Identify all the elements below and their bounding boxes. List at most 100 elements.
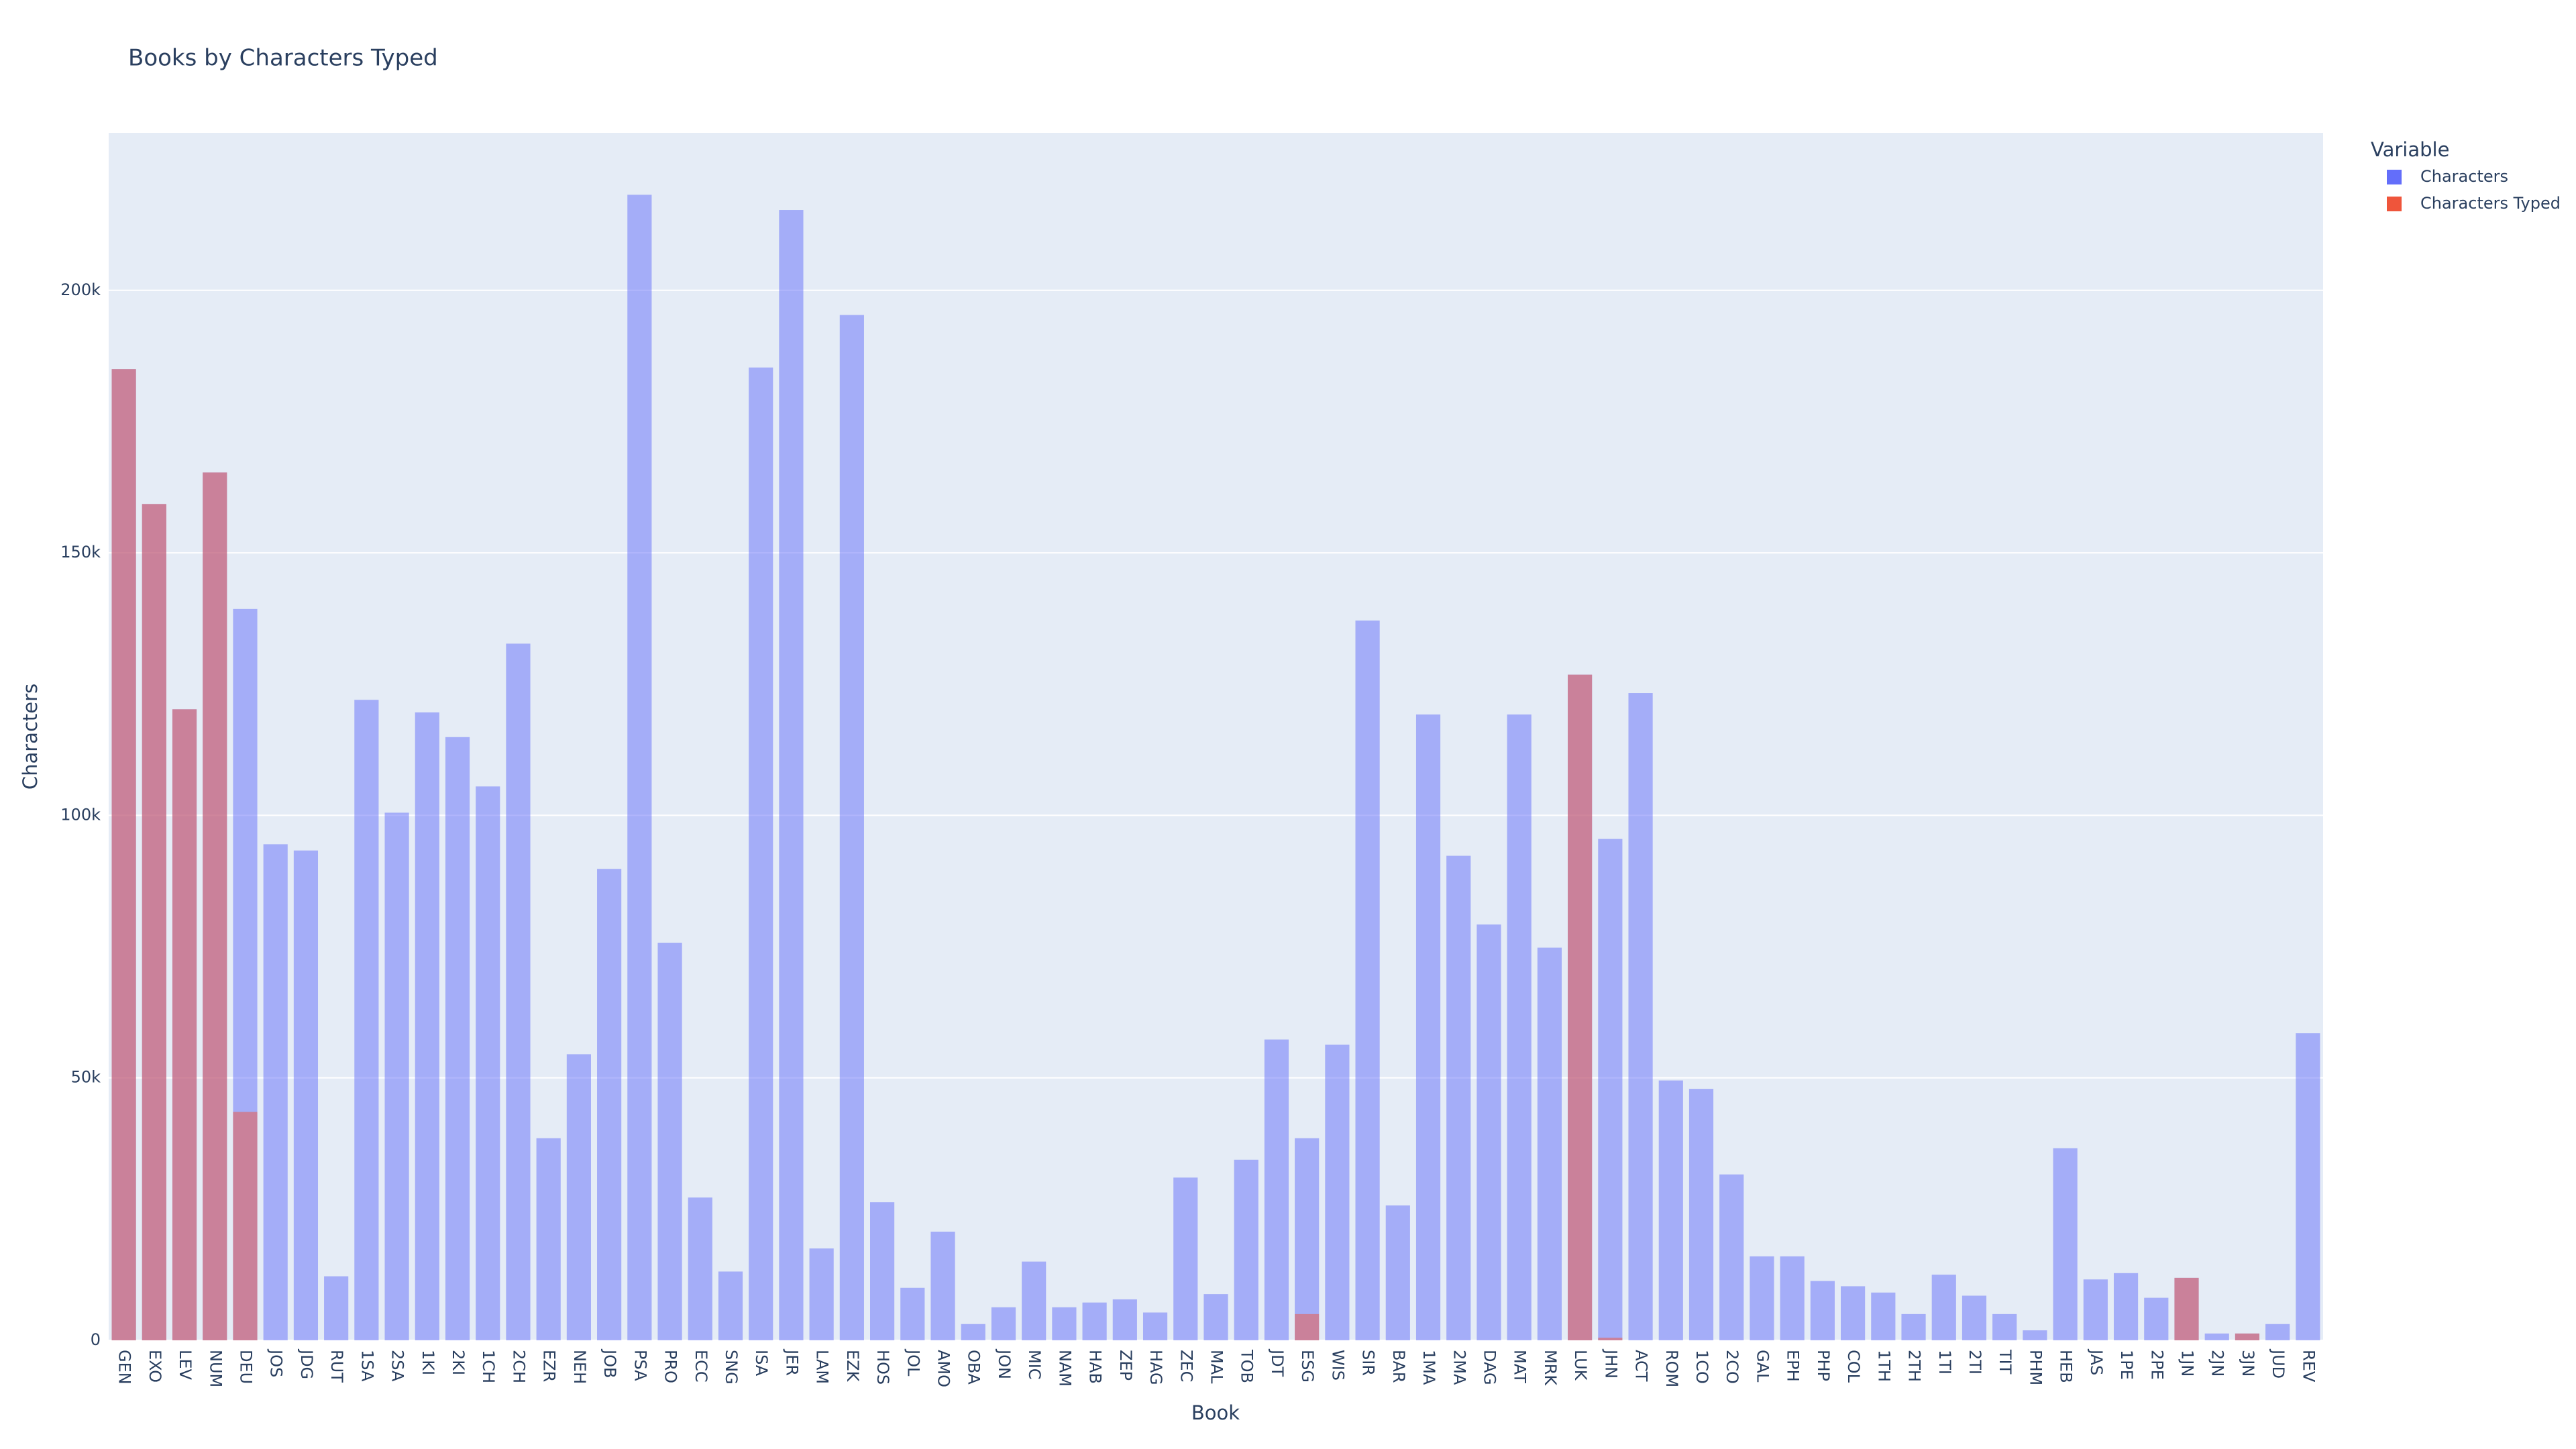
bar — [506, 643, 531, 1340]
x-tick-label: TIT — [1996, 1349, 2015, 1375]
x-tick-label: SIR — [1359, 1350, 1378, 1376]
x-tick-label: OBA — [965, 1350, 983, 1385]
x-tick-label: JON — [995, 1348, 1014, 1379]
bar — [1112, 1299, 1137, 1340]
y-axis-title: Characters — [19, 684, 42, 790]
bar — [1719, 1174, 1744, 1340]
bar — [1841, 1286, 1866, 1340]
bar — [2296, 1033, 2320, 1340]
x-tick-label: GEN — [115, 1350, 134, 1385]
x-tick-label: LUK — [1571, 1350, 1590, 1381]
bar — [233, 1112, 258, 1340]
bar — [1325, 1044, 1350, 1340]
bar — [1355, 621, 1380, 1340]
bar — [1901, 1313, 1926, 1340]
x-tick-label: ESG — [1298, 1350, 1317, 1383]
bar — [2083, 1279, 2108, 1340]
x-tick-label: 1SA — [358, 1350, 376, 1382]
x-tick-label: REV — [2299, 1350, 2318, 1383]
y-tick-label: 200k — [60, 280, 101, 299]
x-tick-label: 1CH — [479, 1350, 498, 1383]
bar — [1962, 1295, 1987, 1340]
x-tick-label: NEH — [570, 1350, 589, 1384]
x-tick-label: 2TH — [1905, 1350, 1924, 1382]
bar — [1992, 1313, 2017, 1340]
bar — [415, 712, 439, 1340]
bar — [2023, 1330, 2047, 1340]
bar — [354, 700, 379, 1340]
y-tick-label: 150k — [60, 543, 101, 561]
bar — [293, 850, 319, 1340]
bar — [1658, 1080, 1683, 1340]
bar — [1477, 924, 1501, 1340]
x-tick-label: MRK — [1541, 1350, 1560, 1386]
x-tick-label: HEB — [2057, 1350, 2076, 1383]
x-axis-title: Book — [1191, 1401, 1240, 1424]
x-tick-label: ZEP — [1116, 1350, 1135, 1381]
bar — [839, 315, 864, 1341]
bar — [1568, 674, 1593, 1340]
y-tick-label: 100k — [60, 805, 101, 824]
x-tick-label: 2CH — [509, 1350, 528, 1383]
bar — [1022, 1261, 1046, 1340]
bar — [2235, 1333, 2260, 1340]
x-tick-label: 1TH — [1874, 1350, 1893, 1382]
bar — [1871, 1292, 1896, 1340]
x-tick-label: PSA — [631, 1350, 649, 1381]
bar — [476, 786, 500, 1340]
x-tick-label: EPH — [1784, 1350, 1803, 1382]
bar — [2265, 1324, 2290, 1340]
x-tick-label: 2PE — [2147, 1350, 2166, 1380]
bar — [1780, 1256, 1805, 1340]
bar — [1082, 1302, 1107, 1340]
x-tick-label: MAL — [1208, 1350, 1226, 1384]
bar — [1810, 1281, 1835, 1340]
x-tick-label: 3JN — [2239, 1350, 2257, 1377]
bar — [809, 1248, 834, 1340]
bar — [1507, 714, 1532, 1340]
x-tick-label: 2SA — [388, 1350, 407, 1382]
x-tick-label: HAG — [1146, 1350, 1165, 1385]
legend-swatch — [2387, 197, 2402, 211]
bar — [1446, 855, 1471, 1340]
bar — [870, 1202, 895, 1340]
bar — [263, 844, 288, 1340]
x-tick-label: 2TI — [1966, 1350, 1984, 1375]
x-tick-label: WIS — [1328, 1350, 1347, 1381]
legend-label: Characters Typed — [2420, 194, 2561, 213]
bar — [172, 709, 197, 1340]
x-tick-label: GAL — [1753, 1350, 1772, 1383]
x-tick-label: NAM — [1055, 1350, 1074, 1387]
bar — [718, 1271, 743, 1340]
bar — [657, 943, 682, 1340]
bar — [203, 472, 227, 1340]
bar — [536, 1138, 561, 1340]
bar — [2174, 1277, 2199, 1340]
bar — [2144, 1297, 2169, 1340]
bar — [1052, 1307, 1077, 1340]
bar — [1537, 947, 1562, 1340]
x-tick-label: EZK — [843, 1350, 862, 1383]
bar — [1415, 714, 1441, 1340]
x-tick-label: PHP — [1814, 1350, 1833, 1381]
x-tick-label: TOB — [1238, 1349, 1256, 1383]
x-tick-label: PRO — [661, 1350, 680, 1383]
bar — [2204, 1333, 2229, 1340]
x-tick-label: JOS — [267, 1348, 286, 1377]
x-tick-label: AMO — [934, 1350, 953, 1387]
x-tick-label: JDT — [1268, 1348, 1287, 1377]
bar — [688, 1197, 712, 1340]
x-tick-label: NUM — [206, 1350, 225, 1387]
bar — [1750, 1256, 1774, 1340]
x-tick-label: HAB — [1086, 1350, 1105, 1384]
bar — [779, 210, 804, 1341]
x-tick-label: JOB — [600, 1348, 619, 1378]
x-tick-label: HOS — [873, 1350, 892, 1385]
chart-title: Books by Characters Typed — [128, 45, 438, 72]
x-tick-label: 2JN — [2208, 1350, 2227, 1377]
x-tick-label: DEU — [236, 1350, 255, 1384]
x-tick-label: 1PE — [2117, 1350, 2136, 1380]
x-tick-label: JHN — [1601, 1348, 1620, 1379]
bar — [1628, 693, 1653, 1340]
